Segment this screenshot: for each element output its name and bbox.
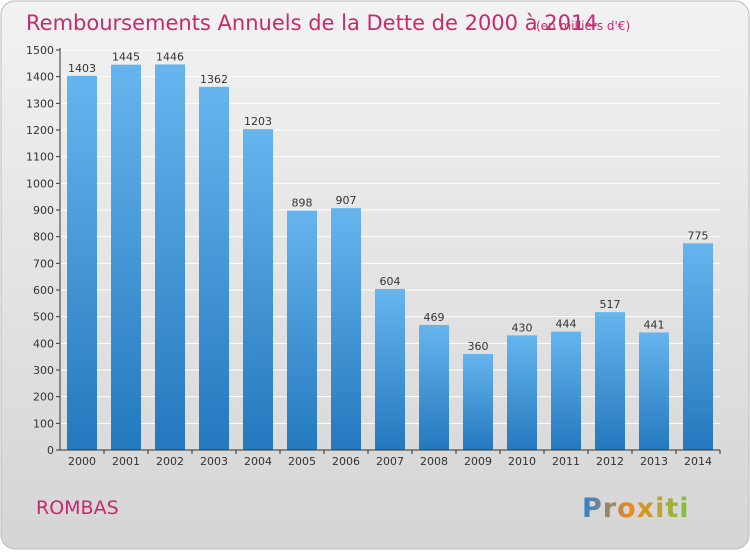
y-tick-label: 1300 [26,97,54,110]
y-tick-label: 200 [33,391,54,404]
x-tick-label-2003: 2003 [200,455,228,468]
value-label-2007: 604 [380,275,401,288]
value-label-2008: 469 [424,311,445,324]
chart-title: Remboursements Annuels de la Dette de 20… [26,11,598,35]
bar-2005 [287,210,317,450]
x-tick-label-2010: 2010 [508,455,536,468]
y-tick-label: 900 [33,204,54,217]
bar-2014 [683,243,713,450]
value-label-2002: 1446 [156,50,184,63]
x-tick-label-2000: 2000 [68,455,96,468]
x-tick-label-2014: 2014 [684,455,712,468]
y-tick-label: 300 [33,364,54,377]
x-tick-label-2001: 2001 [112,455,140,468]
y-axis-ticks: 0 100 200 300 400 500 600 700 800 900 1000 1100 1200… [26,44,60,457]
x-tick-label-2012: 2012 [596,455,624,468]
x-axis-ticks: 2000 2001 2002 2003 2004 2005 2006 2007 2008 2009… [68,450,721,468]
y-tick-label: 1500 [26,44,54,57]
x-tick-label-2013: 2013 [640,455,668,468]
bar-2001 [111,64,141,451]
x-tick-label-2011: 2011 [552,455,580,468]
bar-2009 [463,354,493,450]
value-label-2011: 444 [556,318,577,331]
y-tick-label: 700 [33,257,54,270]
bar-2007 [375,288,405,450]
x-tick-label-2009: 2009 [464,455,492,468]
value-labels: 1403 1445 1446 1362 1203 898 907 604 469 360 430 44… [68,50,709,353]
value-label-2003: 1362 [200,73,228,86]
value-label-2010: 430 [512,321,533,334]
value-label-2012: 517 [600,298,621,311]
x-tick-label-2007: 2007 [376,455,404,468]
y-tick-label: 1400 [26,71,54,84]
value-label-2009: 360 [468,340,489,353]
y-tick-label: 500 [33,311,54,324]
bar-2008 [419,324,449,450]
value-label-2005: 898 [292,197,313,210]
y-tick-label: 800 [33,231,54,244]
y-tick-label: 1200 [26,124,54,137]
bar-2000 [67,75,97,450]
y-tick-label: 0 [47,444,54,457]
x-tick-label-2005: 2005 [288,455,316,468]
bars [67,64,713,451]
y-tick-label: 1100 [26,151,54,164]
bar-2011 [551,331,581,450]
bar-2010 [507,335,537,450]
chart-subtitle: (en milliers d'€) [536,19,630,33]
x-tick-label-2006: 2006 [332,455,360,468]
y-tick-label: 1000 [26,177,54,190]
y-tick-label: 400 [33,337,54,350]
y-tick-label: 100 [33,417,54,430]
x-tick-label-2004: 2004 [244,455,272,468]
value-label-2006: 907 [336,194,357,207]
bar-2004 [243,129,273,450]
bar-2003 [199,86,229,451]
y-tick-label: 600 [33,284,54,297]
value-label-2014: 775 [688,229,709,242]
bar-2002 [155,64,185,451]
x-tick-label-2002: 2002 [156,455,184,468]
bar-2012 [595,312,625,450]
value-label-2000: 1403 [68,62,96,75]
proxiti-logo: Proxiti [582,493,690,524]
bar-2013 [639,332,669,450]
place-name: ROMBAS [36,497,119,519]
value-label-2004: 1203 [244,115,272,128]
x-tick-label-2008: 2008 [420,455,448,468]
value-label-2013: 441 [644,318,665,331]
value-label-2001: 1445 [112,51,140,64]
bar-2006 [331,208,361,450]
